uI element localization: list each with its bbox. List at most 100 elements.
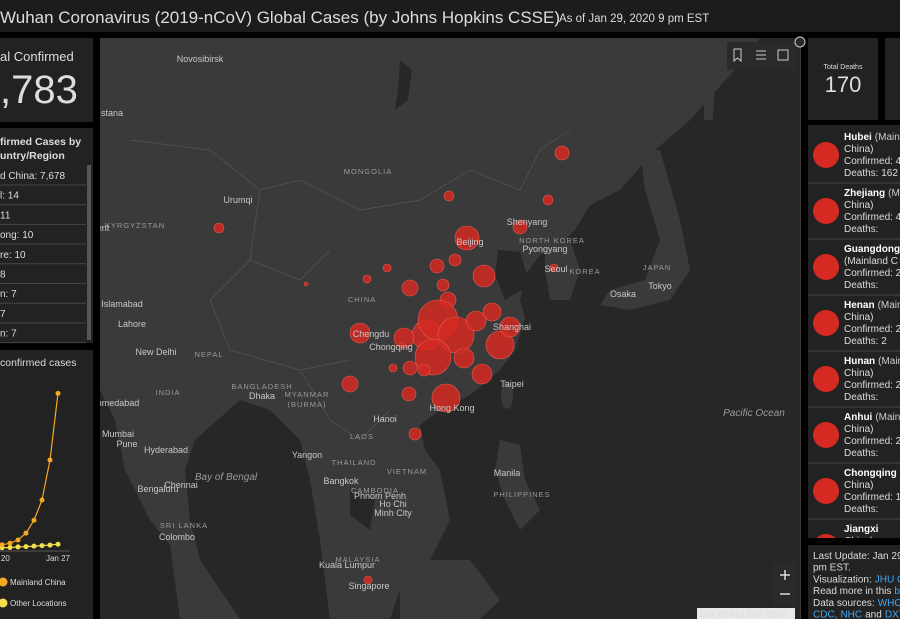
map-label: Kuala Lumpur: [319, 560, 375, 570]
country-item: n: 7: [0, 329, 17, 340]
case-bubble: [393, 327, 415, 349]
case-bubble: [341, 375, 359, 393]
case-bubble: [401, 279, 419, 297]
expand-icon[interactable]: [794, 36, 806, 48]
province-line: Deaths:: [844, 224, 878, 235]
province-line: Deaths:: [844, 448, 878, 459]
province-line: Confirmed: 2: [844, 324, 900, 335]
case-bubble: [213, 222, 225, 234]
map-label: Osaka: [610, 289, 636, 299]
province-line: Confirmed: 4: [844, 156, 900, 167]
map-label: hmedabad: [97, 398, 140, 408]
country-item: l: 14: [0, 191, 19, 202]
land: [600, 150, 690, 310]
point: [39, 497, 45, 503]
map-label: SRI LANKA: [160, 521, 208, 530]
map-label: Ho Chi: [379, 499, 407, 509]
map[interactable]: NovosibirskOkhstanaMONGOLIAUrumqiKYRGYZS…: [97, 38, 801, 619]
case-bubble: [472, 264, 496, 288]
province-name: Guangdong: [844, 244, 900, 255]
map-label: Manila: [494, 468, 521, 478]
map-label: Islamabad: [101, 299, 143, 309]
province-line: Confirmed: 2: [844, 268, 900, 279]
footer-link: CDC,: [813, 610, 837, 619]
footer-line: Data sources: WHO: [813, 598, 900, 609]
province-line: China): [844, 424, 873, 435]
map-label: JAPAN: [643, 263, 672, 272]
footer-text: and: [865, 610, 882, 619]
map-label: MYANMAR: [285, 390, 330, 399]
land: [495, 440, 540, 530]
province-marker: [813, 422, 839, 448]
case-bubble: [429, 258, 445, 274]
panel: [0, 38, 93, 122]
country-item: 8: [0, 270, 6, 281]
footer-line: Visualization:JHU C: [813, 574, 900, 585]
layers-icon[interactable]: [756, 50, 766, 60]
zoom-in[interactable]: [780, 570, 790, 580]
map-label: Pune: [116, 439, 137, 449]
case-bubble: [454, 225, 480, 251]
case-bubble: [465, 310, 487, 332]
map-label: Mumbai: [102, 429, 134, 439]
bookmark-icon[interactable]: [733, 48, 742, 63]
province-title: Jiangxi: [844, 524, 879, 535]
map-label: CAMBODIA: [351, 486, 399, 495]
map-label: (BURMA): [287, 400, 326, 409]
chart-title: confirmed cases: [0, 357, 76, 369]
province-marker: [813, 254, 839, 280]
province-title: Henan (Main: [844, 300, 900, 311]
case-bubble: [485, 330, 515, 360]
lake: [395, 60, 412, 110]
map-label: Colombo: [159, 532, 195, 542]
case-bubble: [482, 302, 502, 322]
case-bubble: [443, 190, 455, 202]
province-region: (Main: [875, 132, 900, 143]
case-bubble: [448, 253, 462, 267]
province-title: Anhui (Main: [844, 412, 900, 423]
panel: [0, 350, 93, 619]
map-label: Urumqi: [223, 195, 252, 205]
map-label: INDIA: [155, 388, 180, 397]
case-bubble: [363, 575, 373, 585]
map-label: Bengaluru: [137, 484, 178, 494]
province-name: Jiangxi: [844, 524, 879, 535]
map-label: Hanoi: [373, 414, 397, 424]
map-label: Hyderabad: [144, 445, 188, 455]
map-label: MONGOLIA: [344, 167, 392, 176]
province-name: Hunan: [844, 356, 875, 367]
ocean: [100, 390, 180, 619]
map-label: KOREA: [569, 267, 600, 276]
footer-link: WHO: [878, 598, 900, 609]
country-item: 7: [0, 309, 6, 320]
case-bubble: [382, 263, 392, 273]
province-title: Zhejiang (M: [844, 188, 900, 199]
province-title: Chongqing(: [844, 468, 900, 479]
case-bubble: [512, 219, 528, 235]
map-label: Minh City: [374, 508, 412, 518]
map-label: New Delhi: [135, 347, 176, 357]
province-line: Confirmed: 1: [844, 492, 900, 503]
ocean: [350, 490, 375, 530]
point: [15, 544, 21, 550]
case-bubble: [431, 383, 461, 413]
map-label: Shanghai: [493, 322, 531, 332]
point: [31, 543, 37, 549]
header-title: Wuhan Coronavirus (2019-nCoV) Global Cas…: [0, 8, 560, 27]
land: [545, 240, 580, 300]
qr-icon[interactable]: [777, 49, 789, 61]
province-region: (M: [888, 188, 900, 199]
point: [55, 541, 61, 547]
point: [39, 543, 45, 549]
province-marker: [813, 478, 839, 504]
scrollbar[interactable]: [87, 165, 91, 340]
province-line: Deaths:: [844, 392, 878, 403]
legend-swatch: [0, 598, 8, 608]
point: [31, 517, 37, 523]
map-label: Bay of Bengal: [195, 472, 258, 483]
footer-line: pm EST.: [813, 563, 851, 574]
case-bubble: [349, 322, 371, 344]
province-region: (Main: [875, 412, 900, 423]
province-line: Deaths:: [844, 280, 878, 291]
land: [171, 516, 189, 544]
